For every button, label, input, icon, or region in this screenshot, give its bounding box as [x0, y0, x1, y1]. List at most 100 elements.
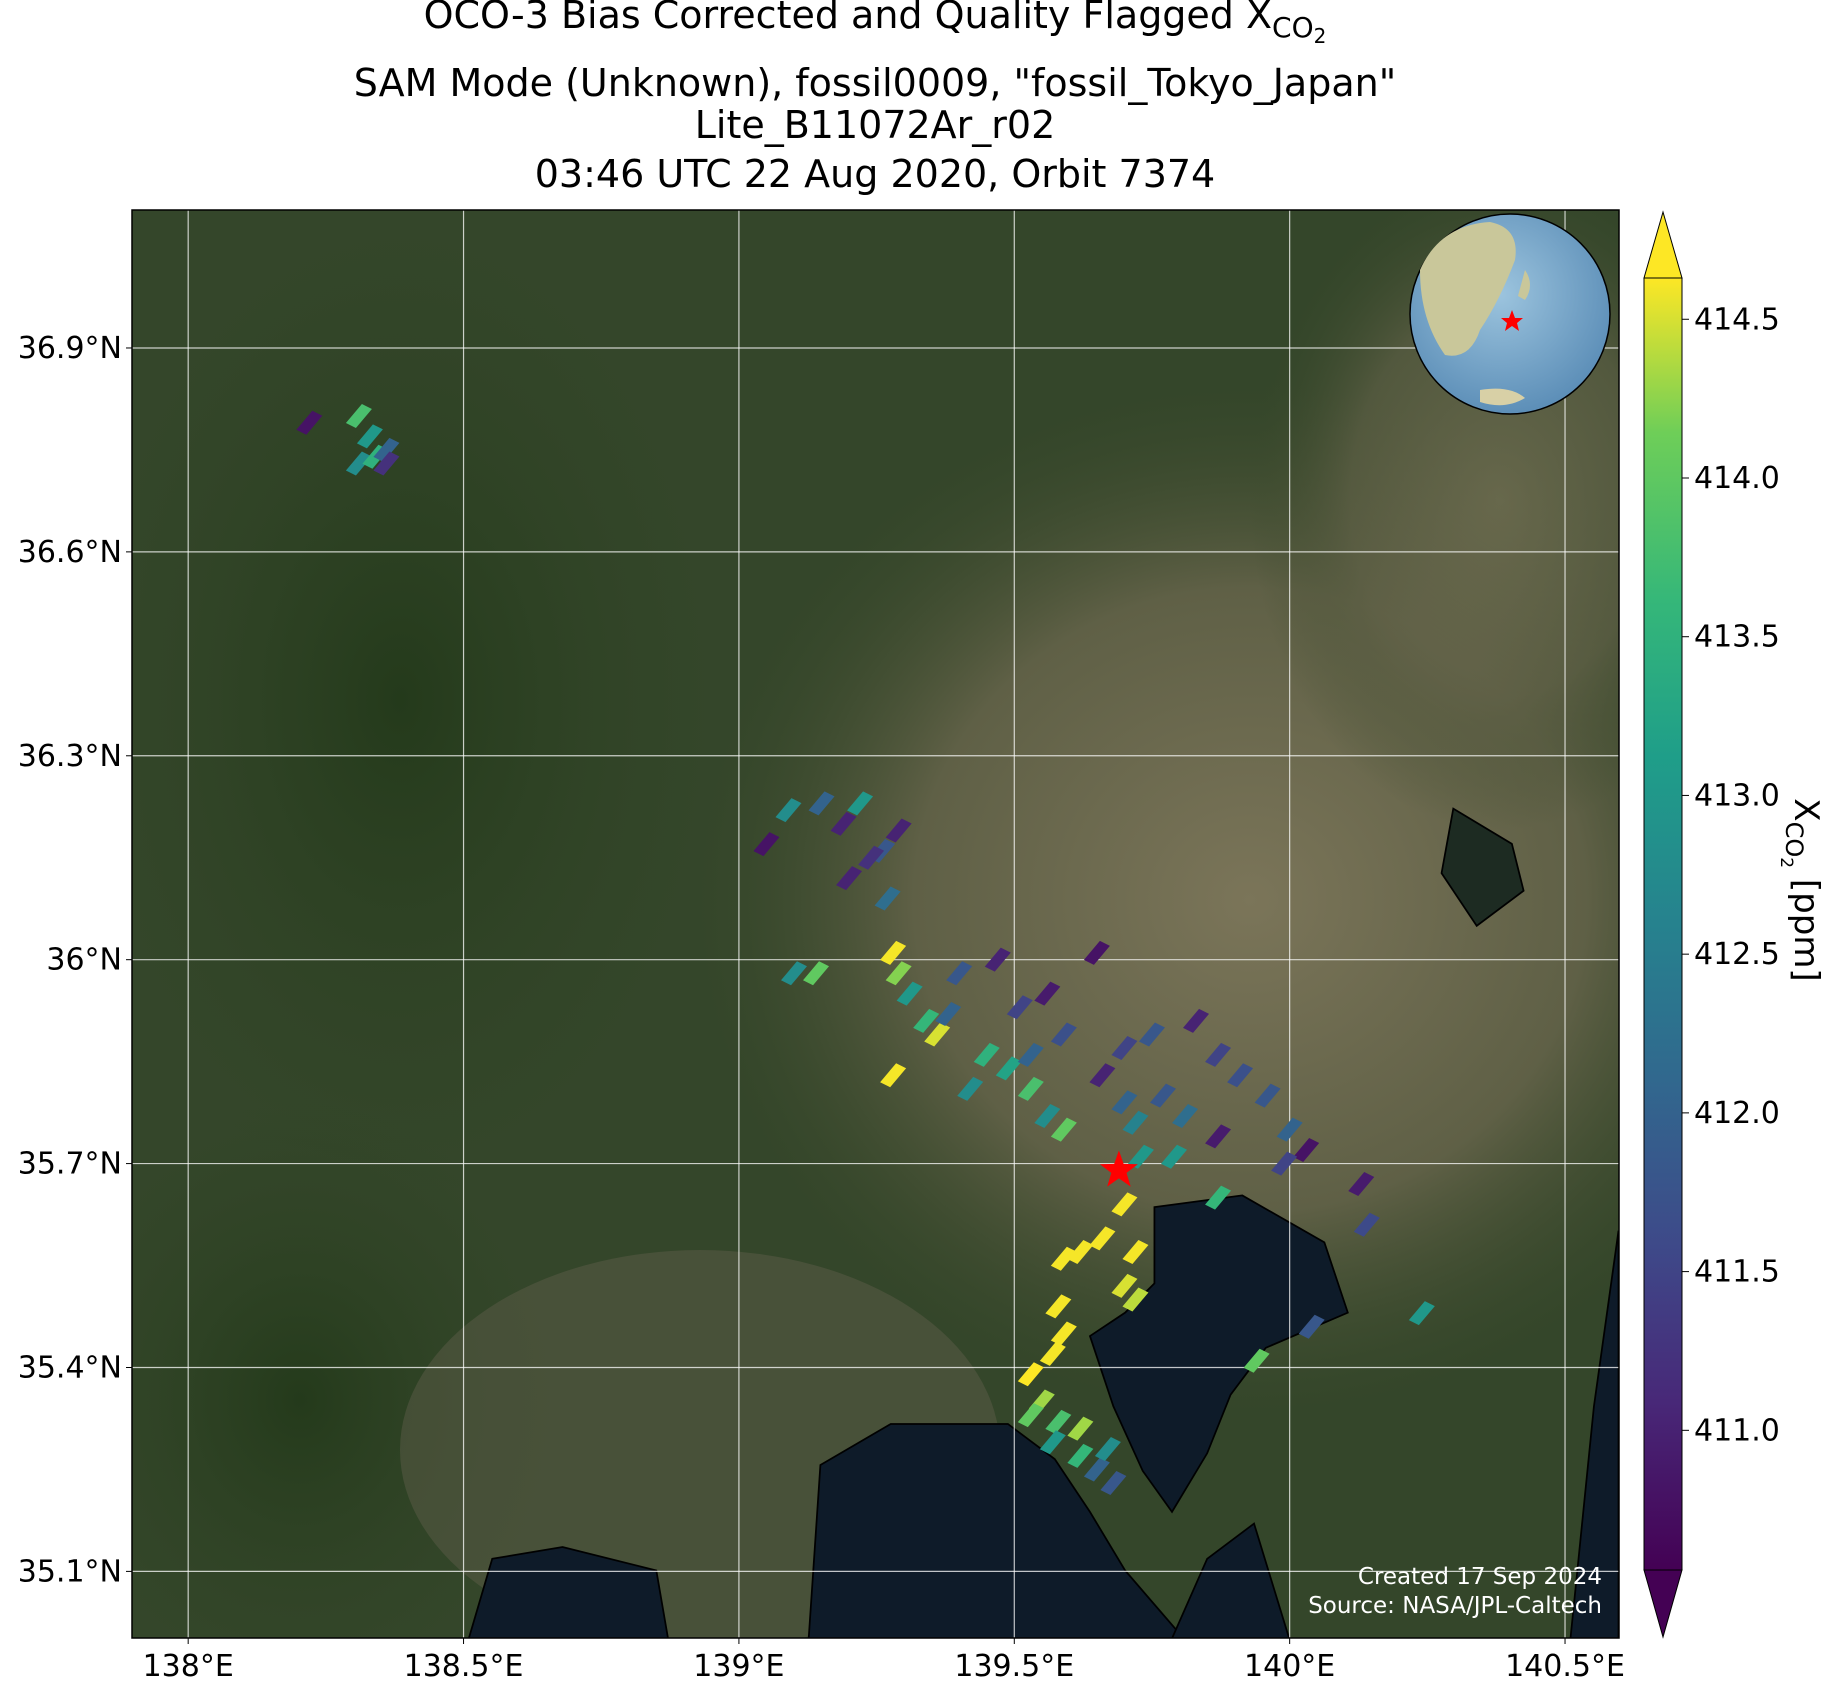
sounding: [1111, 1192, 1138, 1217]
sounding: [1034, 981, 1061, 1006]
sounding: [1408, 1301, 1435, 1326]
x-tick-label: 139°E: [693, 1649, 784, 1684]
sounding: [1111, 1273, 1138, 1298]
x-tick-label: 138.5°E: [404, 1649, 524, 1684]
sounding: [1111, 1036, 1138, 1061]
cbar-frame: [1643, 277, 1683, 1571]
title-text: OCO-3 Bias Corrected and Quality Flagged…: [424, 0, 1272, 37]
sounding: [1122, 1110, 1149, 1135]
sounding: [1017, 1362, 1044, 1387]
sounding: [373, 437, 400, 462]
x-tick-label: 139.5°E: [954, 1649, 1074, 1684]
sounding: [1127, 1144, 1154, 1169]
sounding: [1205, 1042, 1232, 1067]
sounding: [1100, 1471, 1127, 1496]
sounding: [1271, 1151, 1298, 1176]
sounding: [1205, 1124, 1232, 1149]
sounding: [1039, 1341, 1066, 1366]
sounding: [885, 961, 912, 986]
colorbar-label: XCO2 [ppm]: [1776, 798, 1826, 981]
y-tick-label: 35.1°N: [18, 1554, 122, 1589]
sounding: [296, 410, 323, 435]
cbar-label-sub: CO: [1780, 822, 1808, 858]
cbar-extend-top: [1643, 210, 1683, 279]
sounding: [1353, 1212, 1380, 1237]
sounding: [1017, 1076, 1044, 1101]
sounding: [373, 451, 400, 476]
sounding: [1083, 940, 1110, 965]
sounding: [1050, 1117, 1077, 1142]
y-tick-label: 36.3°N: [18, 739, 122, 774]
sounding: [995, 1056, 1022, 1081]
sounding: [1045, 1294, 1072, 1319]
sounding: [1089, 1226, 1116, 1251]
sounding: [1067, 1416, 1094, 1441]
cbar-tick-label: 413.5: [1694, 620, 1780, 655]
cbar-tick-label: 412.0: [1694, 1096, 1780, 1131]
sounding: [1006, 995, 1033, 1020]
sounding: [946, 961, 973, 986]
sounding: [1172, 1104, 1199, 1129]
sounding: [830, 811, 857, 836]
sounding: [973, 1042, 1000, 1067]
chart-title: OCO-3 Bias Corrected and Quality Flagged…: [424, 0, 1327, 48]
sounding: [896, 981, 923, 1006]
y-tick-label: 35.7°N: [18, 1147, 122, 1182]
target-marker: [1099, 1150, 1138, 1187]
cbar-tick-label: 414.0: [1694, 461, 1780, 496]
sounding: [1067, 1239, 1094, 1264]
y-tick-label: 36°N: [46, 943, 122, 978]
x-tick-label: 140°E: [1244, 1649, 1335, 1684]
sounding: [1122, 1287, 1149, 1312]
created-note: Created 17 Sep 2024: [1358, 1564, 1602, 1590]
sounding: [753, 832, 780, 857]
sounding: [1050, 1246, 1077, 1271]
sounding: [957, 1076, 984, 1101]
soundings: [296, 403, 1435, 1496]
sounding: [847, 791, 874, 816]
sounding: [1122, 1239, 1149, 1264]
y-tick-label: 36.9°N: [18, 331, 122, 366]
sounding: [356, 424, 383, 449]
x-tick-label: 140.5°E: [1505, 1649, 1625, 1684]
sounding: [984, 947, 1011, 972]
sounding: [880, 1063, 907, 1088]
sounding: [1017, 1042, 1044, 1067]
sounding: [1227, 1063, 1254, 1088]
sounding: [1138, 1022, 1165, 1047]
sounding: [1089, 1063, 1116, 1088]
sounding: [1034, 1104, 1061, 1129]
globe-marker: [1501, 310, 1523, 331]
title-sub: 2: [1314, 24, 1327, 48]
sounding: [1149, 1083, 1176, 1108]
cbar-label-unit: [ppm]: [1786, 868, 1826, 982]
sounding: [1111, 1090, 1138, 1115]
sounding: [1293, 1137, 1320, 1162]
grid: [132, 210, 1619, 1638]
sounding: [924, 1022, 951, 1047]
sounding: [885, 818, 912, 843]
sounding: [1205, 1185, 1232, 1210]
subtitle: 03:46 UTC 22 Aug 2020, Orbit 7374: [535, 152, 1215, 196]
sounding: [803, 961, 830, 986]
sounding: [1298, 1314, 1325, 1339]
sounding: [1083, 1457, 1110, 1482]
sounding: [1183, 1008, 1210, 1033]
sounding: [345, 451, 372, 476]
cbar-tick-label: 414.5: [1694, 302, 1780, 337]
cbar-extend-bottom: [1643, 1569, 1683, 1639]
sounding: [1050, 1022, 1077, 1047]
globe-inset: [1409, 213, 1611, 415]
cbar-label-x: X: [1786, 798, 1826, 821]
sounding: [880, 940, 907, 965]
plot-frame: [131, 209, 1620, 1639]
sounding: [1243, 1348, 1270, 1373]
sounding: [1045, 1409, 1072, 1434]
sounding: [1067, 1443, 1094, 1468]
x-tick-label: 138°E: [143, 1649, 234, 1684]
source-note: Source: NASA/JPL-Caltech: [1308, 1593, 1602, 1619]
y-tick-label: 35.4°N: [18, 1350, 122, 1385]
sounding: [1039, 1430, 1066, 1455]
sounding: [874, 886, 901, 911]
